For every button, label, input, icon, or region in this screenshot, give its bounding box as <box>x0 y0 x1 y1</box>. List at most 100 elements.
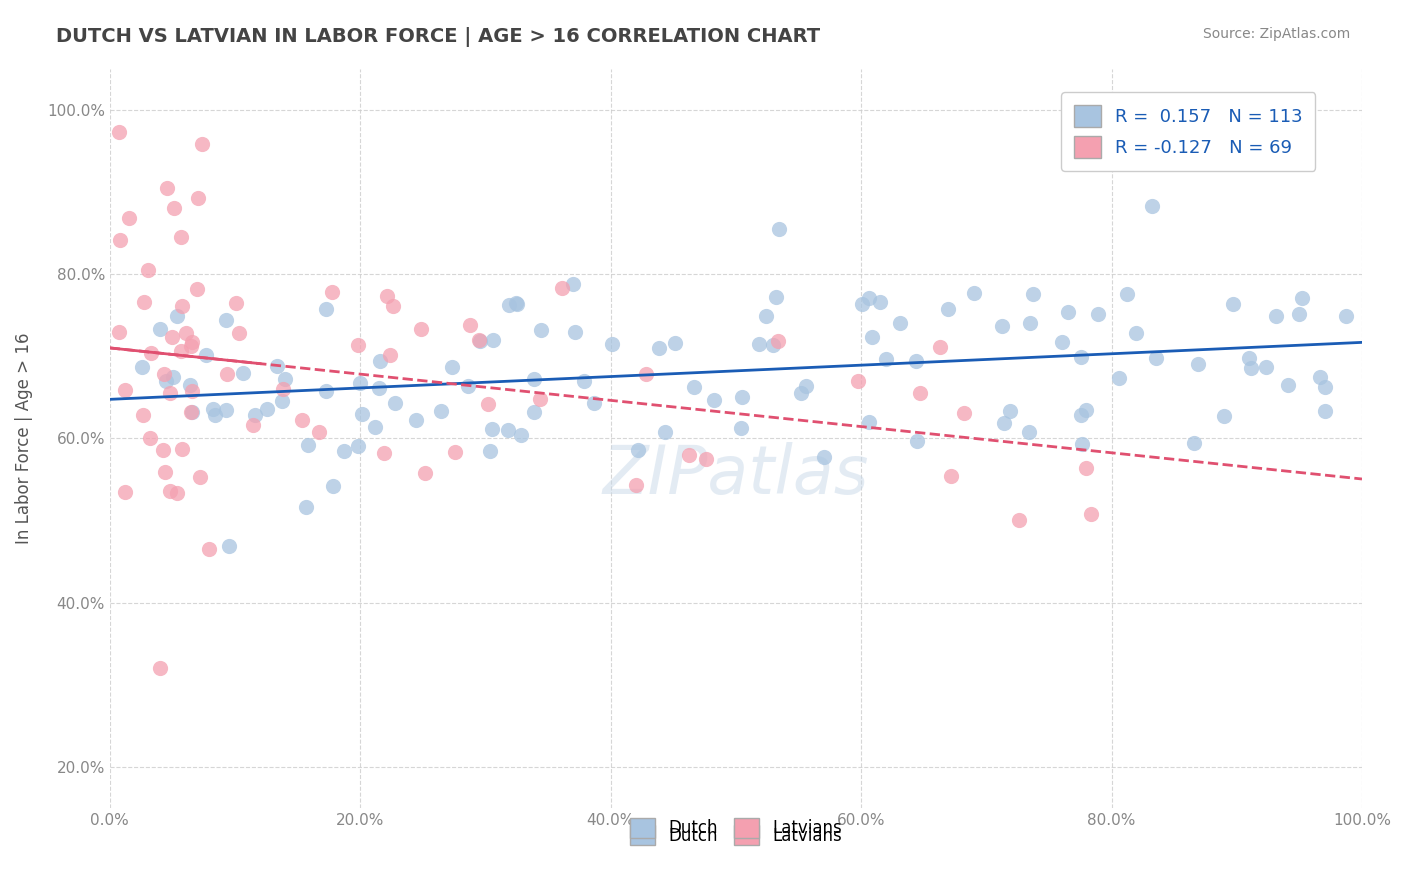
Point <box>160 330 183 344</box>
Point <box>574 374 596 388</box>
Point <box>1115 287 1137 301</box>
Text: Source: ZipAtlas.com: Source: ZipAtlas.com <box>1202 27 1350 41</box>
Point <box>509 427 531 442</box>
Point <box>132 294 155 309</box>
Point <box>468 333 491 347</box>
Point <box>730 420 752 434</box>
Point <box>790 386 813 401</box>
Point <box>170 442 193 456</box>
Point <box>1277 377 1299 392</box>
Point <box>118 211 141 225</box>
Point <box>1264 310 1286 324</box>
Point <box>381 299 404 313</box>
Point <box>457 379 479 393</box>
Point <box>321 285 343 300</box>
Point <box>993 416 1015 430</box>
Point <box>170 299 193 313</box>
Point <box>851 297 873 311</box>
Point <box>506 297 529 311</box>
Point <box>1022 287 1045 301</box>
Point <box>149 661 172 675</box>
Point <box>367 381 389 395</box>
Point <box>498 298 520 312</box>
Point <box>186 282 208 296</box>
Point <box>204 408 226 422</box>
Point <box>1212 409 1234 424</box>
Point <box>1070 350 1092 364</box>
Point <box>654 425 676 439</box>
Point <box>768 222 790 236</box>
Point <box>375 289 398 303</box>
Point <box>195 349 218 363</box>
Point <box>755 309 778 323</box>
Point <box>551 281 574 295</box>
Point <box>482 333 505 347</box>
Point <box>290 413 312 427</box>
Point <box>695 452 717 467</box>
Point <box>794 379 817 393</box>
Point <box>232 366 254 380</box>
Point <box>1074 402 1097 417</box>
Point <box>108 233 131 247</box>
Point <box>908 385 931 400</box>
Point <box>1008 513 1031 527</box>
Point <box>153 465 176 479</box>
Point <box>523 405 546 419</box>
Point <box>373 446 395 460</box>
Point <box>889 316 911 330</box>
Point <box>477 397 499 411</box>
Point <box>114 383 136 397</box>
Point <box>858 415 880 429</box>
Point <box>600 336 623 351</box>
Point <box>201 401 224 416</box>
Point <box>378 348 401 362</box>
Point <box>315 302 337 317</box>
Point <box>1018 425 1040 440</box>
Point <box>108 125 131 139</box>
Point <box>181 384 204 399</box>
Point <box>1070 409 1092 423</box>
Point <box>748 337 770 351</box>
Point <box>523 372 546 386</box>
Point <box>1187 357 1209 371</box>
Point <box>364 419 387 434</box>
Point <box>998 404 1021 418</box>
Point <box>862 330 884 344</box>
Point <box>1222 297 1244 311</box>
Point <box>583 395 606 409</box>
Point <box>315 384 337 399</box>
Point <box>242 417 264 432</box>
Point <box>405 413 427 427</box>
Point <box>1050 334 1073 349</box>
Point <box>174 326 197 340</box>
Point <box>505 296 527 310</box>
Point <box>768 334 790 348</box>
Point <box>409 322 432 336</box>
Point <box>429 404 451 418</box>
Point <box>322 479 344 493</box>
Point <box>703 392 725 407</box>
Point <box>297 438 319 452</box>
Point <box>1080 507 1102 521</box>
Point <box>156 181 179 195</box>
Point <box>218 539 240 553</box>
Point <box>1087 307 1109 321</box>
Point <box>627 443 650 458</box>
Point <box>444 445 467 459</box>
Point <box>153 367 176 381</box>
Point <box>765 290 787 304</box>
Point <box>1291 291 1313 305</box>
Point <box>141 345 163 359</box>
Point <box>333 444 356 458</box>
Point <box>256 401 278 416</box>
Point <box>188 469 211 483</box>
Point <box>181 335 204 350</box>
Point <box>1313 380 1336 394</box>
Legend: Dutch, Latvians: Dutch, Latvians <box>623 811 849 845</box>
Point <box>170 230 193 244</box>
Point <box>347 439 370 453</box>
Point <box>149 322 172 336</box>
Point <box>180 339 202 353</box>
Point <box>479 444 502 458</box>
Point <box>136 262 159 277</box>
